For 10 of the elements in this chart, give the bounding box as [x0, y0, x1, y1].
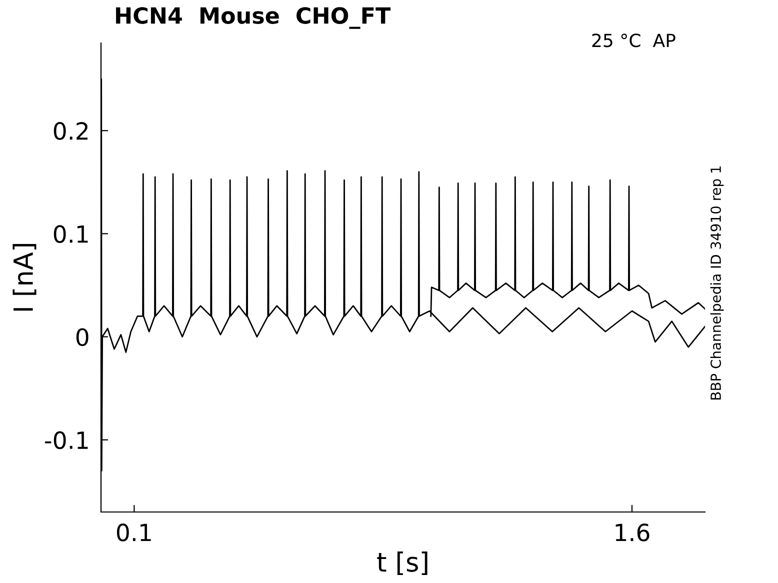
y-tick-label: 0	[76, 328, 88, 346]
y-tick-label: 0.2	[54, 122, 88, 140]
y-tick-label: -0.1	[44, 431, 88, 450]
annotation: 25 °C AP	[592, 34, 676, 48]
x-tick-label: 1.6	[616, 524, 650, 542]
chart-title: HCN4 Mouse CHO_FT	[116, 7, 391, 29]
y-axis-title: I [nA]	[12, 244, 36, 311]
text: BBP Channelpedia ID 34910 rep 1	[710, 166, 724, 400]
y-tick-label: 0.1	[54, 225, 88, 243]
x-axis-title: t [s]	[377, 552, 428, 576]
